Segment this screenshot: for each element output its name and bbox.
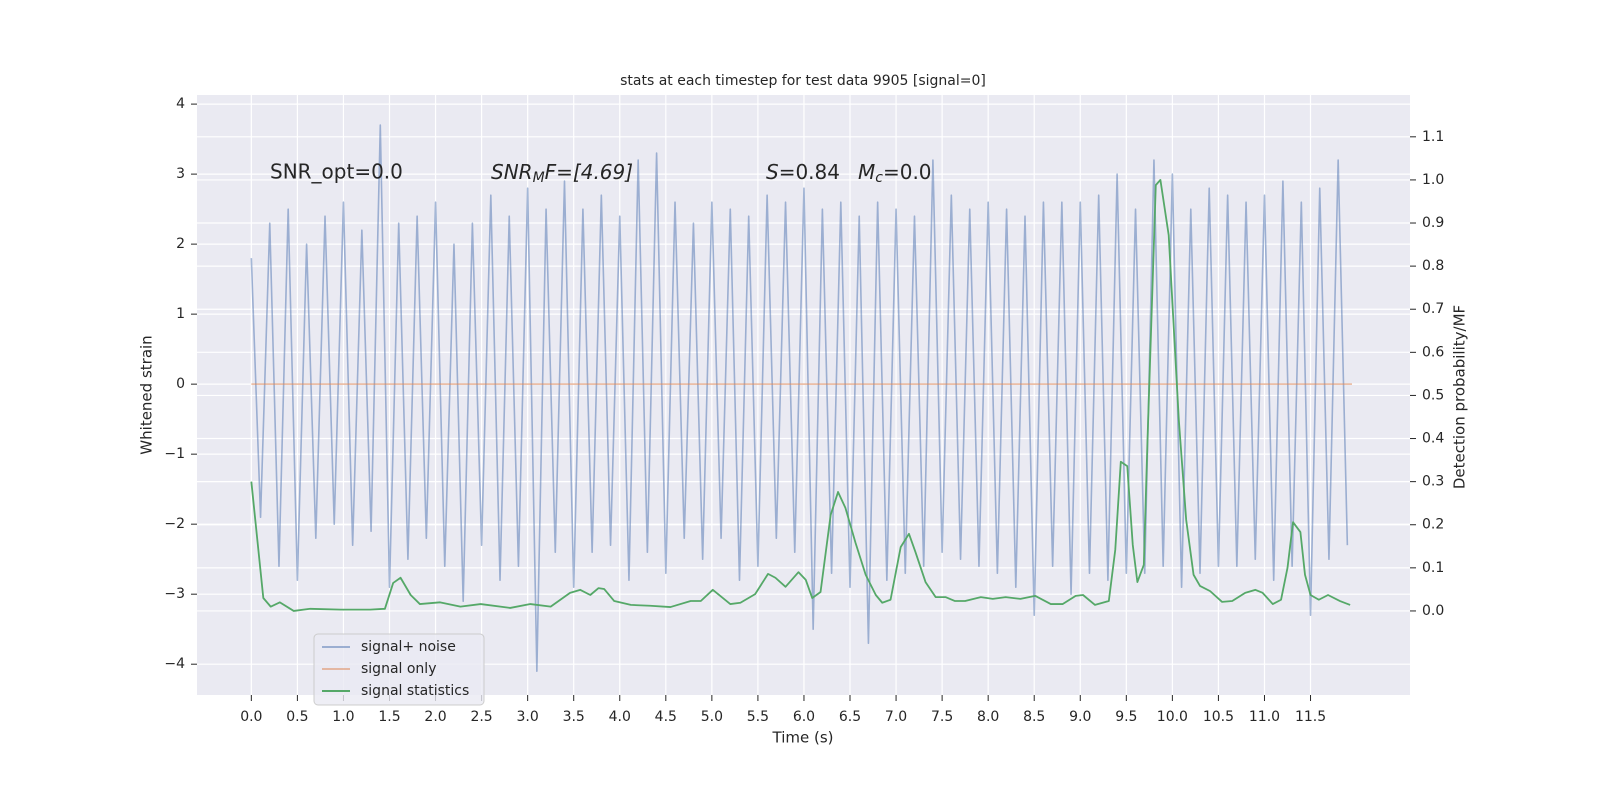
x-tick-label: 6.5 xyxy=(839,709,861,725)
annotation: S=0.84 xyxy=(766,160,840,184)
y-tick-label: 3 xyxy=(176,166,185,182)
series-line xyxy=(250,179,1351,612)
x-tick-label: 1.0 xyxy=(332,709,354,725)
x-tick-label: 11.0 xyxy=(1249,709,1280,725)
y2-tick-label: 0.0 xyxy=(1422,603,1444,619)
x-tick-label: 3.0 xyxy=(517,709,539,725)
y-tick-label: 4 xyxy=(176,96,185,112)
annotation-part: M xyxy=(533,170,545,186)
x-tick-label: 2.5 xyxy=(470,709,492,725)
y2-tick-label: 0.4 xyxy=(1422,431,1444,447)
y2-tick-label: 0.6 xyxy=(1422,344,1444,360)
x-tick-label: 2.0 xyxy=(424,709,446,725)
annotation-part: c xyxy=(875,170,883,186)
annotation-part: =0.0 xyxy=(883,160,932,184)
x-tick-label: 10.5 xyxy=(1203,709,1234,725)
legend: signal+ noise signal only signal statistic… xyxy=(313,633,485,706)
annotation-part: M xyxy=(858,160,875,184)
y2-axis-label: Detection probability/MF xyxy=(1451,305,1469,489)
x-tick-label: 8.0 xyxy=(977,709,999,725)
y-tick-label: 1 xyxy=(176,306,185,322)
x-tick-label: 4.5 xyxy=(655,709,677,725)
x-tick-label: 9.5 xyxy=(1115,709,1137,725)
y2-tick-label: 1.0 xyxy=(1422,172,1444,188)
y2-tick-label: 0.3 xyxy=(1422,474,1444,490)
annotation-part: S xyxy=(766,160,779,184)
x-tick-label: 9.0 xyxy=(1069,709,1091,725)
x-tick-label: 0.5 xyxy=(286,709,308,725)
y-tick-label: −1 xyxy=(164,446,185,462)
y-tick-label: 0 xyxy=(176,376,185,392)
y2-tick-label: 0.5 xyxy=(1422,387,1444,403)
legend-label: signal statistics xyxy=(361,683,469,699)
x-tick-label: 8.5 xyxy=(1023,709,1045,725)
annotation: SNR_opt=0.0 xyxy=(270,160,403,184)
y2-tick-label: 0.2 xyxy=(1422,517,1444,533)
y-tick-label: −4 xyxy=(164,656,185,672)
series-line xyxy=(250,124,1349,672)
y-tick-label: −3 xyxy=(164,586,185,602)
x-tick-label: 10.0 xyxy=(1157,709,1188,725)
annotation-part: =0.84 xyxy=(779,160,840,184)
x-tick-label: 5.5 xyxy=(747,709,769,725)
annotation-part: SNR xyxy=(491,160,533,184)
x-tick-label: 5.0 xyxy=(701,709,723,725)
y2-tick-label: 0.8 xyxy=(1422,258,1444,274)
y2-tick-label: 0.1 xyxy=(1422,560,1444,576)
x-tick-label: 6.0 xyxy=(793,709,815,725)
y-tick-label: 2 xyxy=(176,236,185,252)
x-axis-label: Time (s) xyxy=(772,729,834,747)
x-tick-label: 1.5 xyxy=(378,709,400,725)
plot-marks xyxy=(250,124,1352,672)
x-tick-label: 7.0 xyxy=(885,709,907,725)
y-tick-label: −2 xyxy=(164,516,185,532)
annotation-part: F=[4.69] xyxy=(545,160,633,184)
legend-label: signal+ noise xyxy=(361,639,456,655)
legend-box xyxy=(313,633,485,706)
annotation: SNRMF=[4.69] xyxy=(491,160,633,187)
chart-title: stats at each timestep for test data 990… xyxy=(620,73,986,89)
legend-label: signal only xyxy=(361,661,436,677)
x-tick-label: 0.0 xyxy=(240,709,262,725)
x-tick-label: 11.5 xyxy=(1295,709,1326,725)
x-tick-label: 7.5 xyxy=(931,709,953,725)
x-tick-label: 3.5 xyxy=(563,709,585,725)
y2-tick-label: 1.1 xyxy=(1422,129,1444,145)
y2-tick-label: 0.9 xyxy=(1422,215,1444,231)
x-tick-label: 4.0 xyxy=(609,709,631,725)
annotation: Mc=0.0 xyxy=(858,160,932,187)
y2-tick-label: 0.7 xyxy=(1422,301,1444,317)
y-axis-label: Whitened strain xyxy=(138,335,156,454)
annotations: SNR_opt=0.0 SNRMF=[4.69] S=0.84 Mc=0.0 xyxy=(270,160,932,187)
